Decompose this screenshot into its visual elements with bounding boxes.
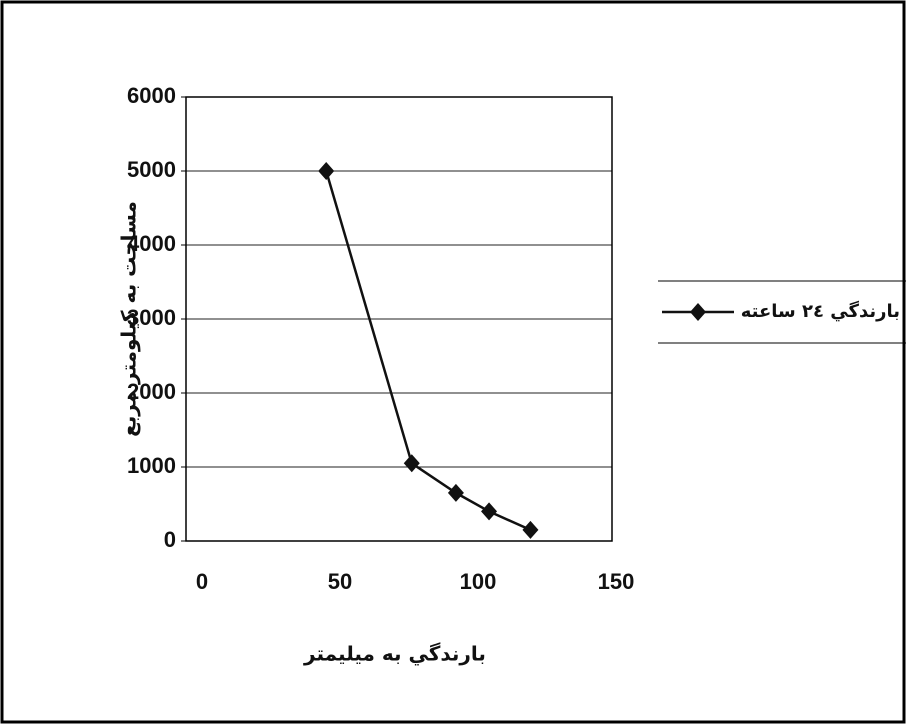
x-tick-label: 100 (460, 569, 497, 594)
x-tick-label: 50 (328, 569, 352, 594)
data-point (481, 502, 498, 521)
y-tick-label: 2000 (127, 379, 176, 404)
x-tick-label: 150 (598, 569, 635, 594)
x-tick-label: 0 (196, 569, 208, 594)
y-tick-label: 1000 (127, 453, 176, 478)
y-tick-label: 4000 (127, 231, 176, 256)
legend-marker (690, 303, 706, 321)
data-point (447, 483, 464, 502)
data-point (522, 520, 539, 539)
series-line (325, 170, 531, 532)
x-axis-label: بارندگي به ميليمتر (303, 642, 486, 667)
y-axis-label: مساحت به كيلومتر مربع (117, 201, 141, 437)
data-point (318, 162, 335, 180)
data-point (403, 454, 420, 473)
y-tick-label: 3000 (127, 305, 176, 330)
legend-label: بارندگي ٢٤ ساعته (741, 300, 900, 322)
plot-border (185, 96, 613, 542)
y-tick-label: 5000 (127, 157, 176, 182)
y-tick-label: 0 (164, 527, 176, 552)
y-tick-label: 6000 (127, 83, 176, 108)
